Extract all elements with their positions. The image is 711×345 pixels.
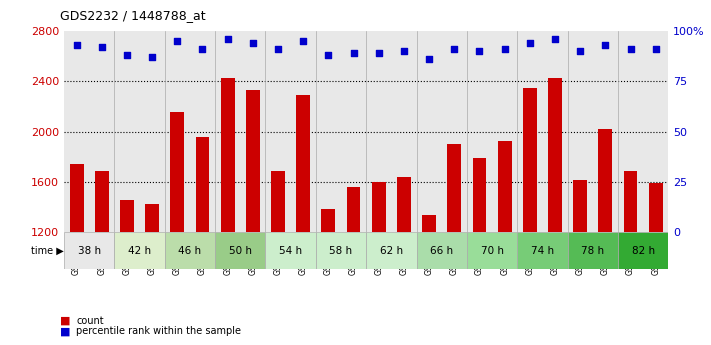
Point bbox=[171, 38, 183, 44]
Bar bbox=[165, 233, 215, 269]
Bar bbox=[517, 233, 567, 269]
Point bbox=[599, 42, 611, 48]
Point bbox=[323, 52, 334, 58]
Bar bbox=[366, 233, 417, 269]
Bar bbox=[422, 215, 436, 233]
Bar bbox=[649, 184, 663, 233]
Text: time ▶: time ▶ bbox=[31, 246, 64, 256]
Point bbox=[499, 47, 510, 52]
Point bbox=[222, 36, 233, 42]
Bar bbox=[447, 144, 461, 233]
Bar bbox=[473, 158, 486, 233]
Point bbox=[373, 50, 385, 56]
Text: 70 h: 70 h bbox=[481, 246, 503, 256]
Text: 46 h: 46 h bbox=[178, 246, 201, 256]
Point bbox=[122, 52, 133, 58]
Text: 62 h: 62 h bbox=[380, 246, 403, 256]
Bar bbox=[196, 137, 210, 233]
Point bbox=[398, 48, 410, 54]
Point bbox=[524, 40, 535, 46]
Point bbox=[96, 45, 107, 50]
Text: ■: ■ bbox=[60, 326, 71, 336]
Text: ■: ■ bbox=[60, 316, 71, 326]
Point bbox=[197, 47, 208, 52]
Text: 82 h: 82 h bbox=[631, 246, 655, 256]
Bar bbox=[347, 187, 360, 233]
Bar bbox=[145, 204, 159, 233]
Text: 58 h: 58 h bbox=[329, 246, 353, 256]
Bar bbox=[498, 140, 512, 233]
Bar bbox=[599, 129, 612, 233]
Point bbox=[146, 55, 158, 60]
Text: 78 h: 78 h bbox=[581, 246, 604, 256]
Bar bbox=[220, 78, 235, 233]
Bar bbox=[114, 233, 165, 269]
Bar bbox=[246, 90, 260, 233]
Point bbox=[574, 48, 586, 54]
Bar bbox=[573, 180, 587, 233]
Text: 50 h: 50 h bbox=[229, 246, 252, 256]
Point bbox=[474, 48, 485, 54]
Text: count: count bbox=[76, 316, 104, 326]
Bar bbox=[95, 171, 109, 233]
Bar bbox=[316, 233, 366, 269]
Bar bbox=[548, 78, 562, 233]
Text: 38 h: 38 h bbox=[77, 246, 101, 256]
Bar bbox=[171, 112, 184, 233]
Bar bbox=[321, 209, 336, 233]
Bar bbox=[467, 233, 517, 269]
Bar bbox=[523, 88, 537, 233]
Bar bbox=[271, 171, 285, 233]
Point bbox=[348, 50, 359, 56]
Bar bbox=[372, 182, 385, 233]
Point bbox=[71, 42, 82, 48]
Bar bbox=[64, 233, 114, 269]
Point bbox=[550, 36, 561, 42]
Bar bbox=[397, 177, 411, 233]
Bar bbox=[215, 233, 265, 269]
Point bbox=[247, 40, 259, 46]
Point bbox=[297, 38, 309, 44]
Bar bbox=[70, 165, 83, 233]
Text: GDS2232 / 1448788_at: GDS2232 / 1448788_at bbox=[60, 9, 206, 22]
Bar bbox=[618, 233, 668, 269]
Text: 66 h: 66 h bbox=[430, 246, 454, 256]
Bar bbox=[265, 233, 316, 269]
Point bbox=[650, 47, 661, 52]
Bar bbox=[120, 200, 134, 233]
Point bbox=[424, 57, 435, 62]
Point bbox=[625, 47, 636, 52]
Text: percentile rank within the sample: percentile rank within the sample bbox=[76, 326, 241, 336]
Bar bbox=[296, 95, 310, 233]
Bar bbox=[417, 233, 467, 269]
Text: 74 h: 74 h bbox=[531, 246, 554, 256]
Bar bbox=[624, 171, 638, 233]
Point bbox=[272, 47, 284, 52]
Text: 42 h: 42 h bbox=[128, 246, 151, 256]
Bar bbox=[567, 233, 618, 269]
Point bbox=[449, 47, 460, 52]
Text: 54 h: 54 h bbox=[279, 246, 302, 256]
